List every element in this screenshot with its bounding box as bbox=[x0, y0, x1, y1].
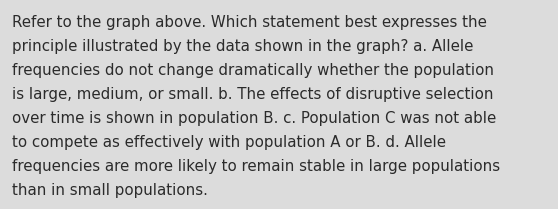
Text: frequencies are more likely to remain stable in large populations: frequencies are more likely to remain st… bbox=[12, 159, 501, 174]
Text: over time is shown in population B. c. Population C was not able: over time is shown in population B. c. P… bbox=[12, 111, 497, 126]
Text: frequencies do not change dramatically whether the population: frequencies do not change dramatically w… bbox=[12, 63, 494, 78]
Text: to compete as effectively with population A or B. d. Allele: to compete as effectively with populatio… bbox=[12, 135, 446, 150]
Text: Refer to the graph above. Which statement best expresses the: Refer to the graph above. Which statemen… bbox=[12, 15, 487, 30]
Text: is large, medium, or small. b. The effects of disruptive selection: is large, medium, or small. b. The effec… bbox=[12, 87, 494, 102]
Text: principle illustrated by the data shown in the graph? a. Allele: principle illustrated by the data shown … bbox=[12, 39, 474, 54]
Text: than in small populations.: than in small populations. bbox=[12, 183, 208, 198]
